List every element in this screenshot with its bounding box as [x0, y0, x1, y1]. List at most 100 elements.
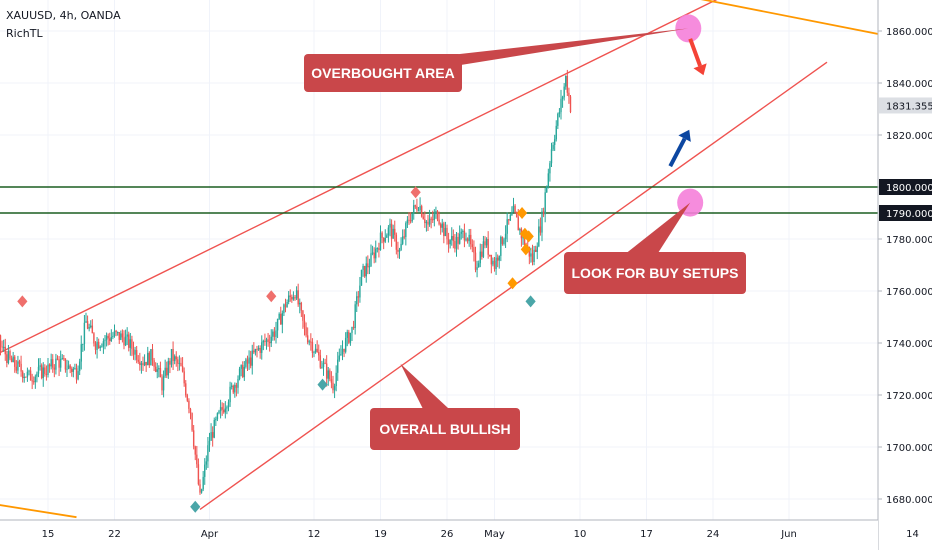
candle-body: [55, 358, 57, 370]
time-axis-bg: [0, 520, 878, 550]
candle-body: [534, 249, 537, 252]
candle-body: [462, 230, 464, 232]
candle-body: [348, 331, 350, 343]
candle-body: [473, 247, 475, 253]
candle-body: [332, 382, 334, 391]
candle-body: [162, 375, 165, 391]
candle-body: [53, 367, 56, 370]
candle-body: [541, 211, 543, 233]
candle-body: [302, 310, 304, 321]
candle-body: [498, 255, 500, 261]
callout-box: [564, 252, 746, 294]
candle-body: [36, 373, 38, 377]
callout-1: OVERBOUGHT AREA: [304, 28, 689, 92]
candle-body: [140, 363, 143, 366]
candle-body: [124, 336, 127, 346]
candle-body: [50, 359, 52, 367]
candle-body: [275, 330, 277, 337]
candle-body: [330, 379, 333, 383]
candle-body: [145, 361, 147, 366]
candle-body: [17, 361, 19, 371]
price-tick-label: 1840.000: [886, 79, 932, 90]
candle-body: [493, 260, 496, 269]
candle-body: [37, 366, 40, 374]
candle-body: [26, 371, 29, 377]
candle-body: [142, 363, 144, 366]
candle-body: [375, 248, 377, 259]
candle-body: [413, 205, 415, 214]
candle-body: [373, 252, 375, 259]
candle-body: [265, 339, 268, 343]
candle-body: [295, 290, 298, 299]
candle-body: [12, 356, 14, 363]
candle-body: [102, 341, 105, 347]
candle-body: [180, 362, 182, 367]
candle-body: [533, 249, 535, 262]
callout-pointer: [442, 28, 689, 68]
candle-body: [272, 331, 274, 337]
candle-body: [351, 326, 353, 333]
candle-body: [237, 379, 239, 388]
candle-body: [363, 265, 366, 277]
candle-body: [276, 318, 279, 331]
candle-body: [523, 235, 526, 246]
marker-diamond: [410, 186, 421, 199]
candle-body: [368, 266, 371, 268]
candle-body: [367, 263, 369, 268]
candle-body: [482, 241, 485, 257]
candle-body: [310, 341, 312, 343]
time-axis[interactable]: 15 22 Apr 12 19 26 May 10 17 24 Jun 14: [0, 519, 919, 550]
candle-body: [164, 367, 166, 376]
candle-body: [58, 359, 60, 368]
candle-body: [561, 97, 564, 99]
candle-body: [371, 252, 374, 254]
candle-body: [126, 334, 128, 337]
candle-body: [314, 348, 317, 353]
price-axis-bg: [878, 0, 932, 550]
candle-body: [379, 232, 382, 251]
candle-body: [72, 368, 75, 372]
arrow-shaft: [668, 137, 687, 168]
candle-body: [325, 363, 328, 379]
callout-box: [304, 54, 462, 92]
candle-body: [18, 361, 21, 364]
candle-body: [294, 296, 296, 299]
candle-body: [289, 295, 291, 297]
candle-body: [300, 302, 303, 311]
candle-body: [227, 402, 230, 408]
candle-body: [204, 464, 206, 477]
candle-body: [322, 362, 325, 368]
candle-body: [48, 364, 51, 367]
candlestick-series: [0, 69, 572, 495]
candle-body: [446, 227, 448, 240]
price-axis[interactable]: 1680.000 1700.000 1720.000 1740.000 1760.000…: [877, 0, 932, 550]
price-tick-label: 1700.000: [886, 443, 932, 454]
resistance-trendline: [700, 0, 932, 46]
candle-body: [118, 332, 120, 340]
candle-body: [313, 352, 315, 354]
candle-body: [403, 236, 405, 238]
candle-body: [451, 236, 453, 241]
candle-body: [337, 359, 339, 373]
candle-body: [344, 337, 347, 352]
candle-body: [78, 361, 81, 372]
candle-body: [116, 332, 119, 334]
marker-diamond: [317, 378, 328, 391]
candle-body: [430, 218, 432, 220]
candle-body: [9, 350, 11, 359]
candle-body: [425, 221, 428, 224]
candle-body: [511, 212, 513, 215]
candle-body: [154, 366, 157, 372]
candle-body: [151, 349, 154, 361]
candle-body: [67, 365, 70, 369]
candle-body: [419, 206, 421, 211]
candle-body: [208, 440, 211, 446]
candle-body: [44, 367, 46, 374]
candle-body: [378, 248, 380, 251]
candle-body: [33, 381, 35, 383]
candle-body: [514, 205, 516, 213]
candle-body: [83, 322, 86, 344]
candle-body: [292, 296, 295, 300]
candle-body: [568, 92, 570, 97]
